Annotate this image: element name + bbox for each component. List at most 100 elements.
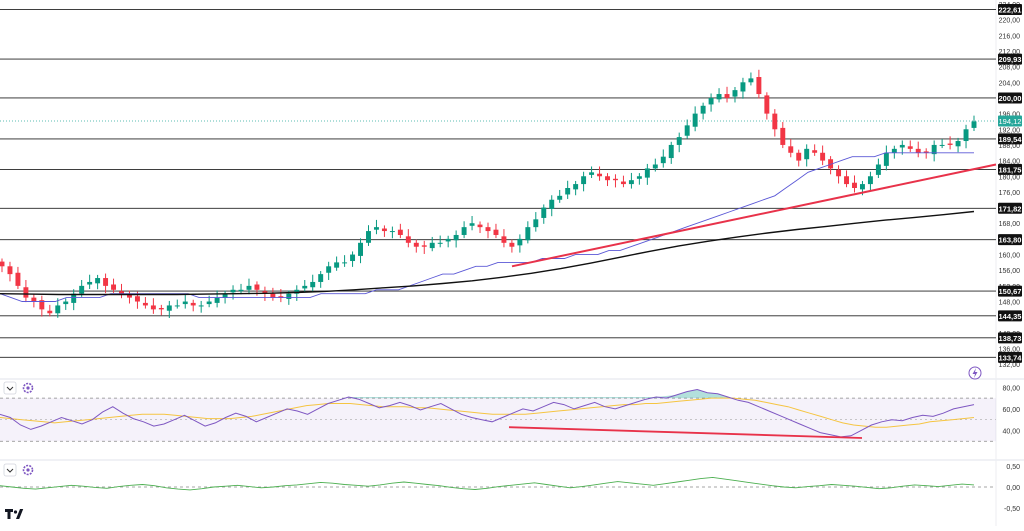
osc-tick-label: -0,50	[1004, 506, 1020, 513]
price-tick-label: 156,00	[999, 268, 1021, 275]
candle-body	[732, 90, 738, 97]
candle-body	[381, 228, 387, 232]
candle-body	[318, 274, 324, 282]
candle-body	[119, 291, 124, 294]
candle-body	[684, 125, 690, 136]
level-label: 200,00	[999, 94, 1022, 103]
candle-body	[334, 262, 340, 268]
candle-body	[501, 236, 507, 243]
oscillator-pane[interactable]	[0, 476, 996, 491]
price-tick-label: 216,00	[999, 33, 1021, 40]
candle-body	[620, 181, 626, 185]
candle-body	[796, 152, 802, 161]
candle-body	[517, 238, 523, 246]
price-pane[interactable]	[0, 8, 997, 358]
candle-body	[429, 242, 435, 249]
candle-body	[477, 224, 483, 228]
candle-body	[127, 293, 132, 298]
candle-body	[182, 301, 188, 305]
candle-body	[740, 82, 746, 92]
chart-controls	[3, 366, 982, 519]
chevron-down-icon	[6, 468, 14, 473]
candle-body	[589, 172, 595, 175]
candle-body	[772, 113, 778, 130]
alert-button[interactable]	[968, 366, 982, 380]
candle-body	[883, 152, 889, 166]
candle-body	[780, 127, 786, 145]
rsi-pane-settings-button[interactable]	[22, 382, 34, 394]
price-tick-label: 176,00	[999, 190, 1021, 197]
level-label: 209,93	[999, 55, 1022, 64]
candle-body	[875, 164, 881, 175]
candle-body	[79, 285, 85, 294]
level-label-box	[998, 3, 1022, 15]
candle-body	[0, 261, 5, 267]
candle-body	[668, 144, 674, 159]
candle-body	[931, 144, 937, 155]
last-price-box	[998, 115, 1022, 127]
candle-body	[39, 300, 45, 310]
candle-body	[111, 284, 117, 290]
gear-icon-center	[26, 468, 30, 472]
candle-body	[844, 176, 849, 185]
osc-pane-settings-button[interactable]	[22, 464, 34, 476]
candle-body	[907, 146, 913, 149]
osc-pane-collapse-button[interactable]	[3, 463, 17, 477]
candle-body	[573, 184, 579, 190]
level-label-box	[998, 234, 1022, 246]
gear-icon	[22, 464, 34, 476]
price-tick-label: 208,00	[999, 65, 1021, 72]
candle-body	[326, 266, 332, 273]
candle-body	[541, 207, 547, 218]
candle-body	[836, 169, 842, 177]
candle-body	[366, 231, 371, 243]
candle-body	[453, 234, 459, 241]
price-tick-label: 148,00	[999, 300, 1021, 307]
candle-body	[302, 285, 308, 289]
ma50-line	[0, 152, 974, 302]
rsi-tick-label: 60,00	[1002, 407, 1020, 414]
brand-logo	[5, 509, 24, 519]
price-axis[interactable]: 224,00220,00216,00212,00208,00204,00200,…	[998, 2, 1022, 513]
candle-body	[413, 242, 419, 247]
candle-body	[652, 164, 658, 169]
rsi-tick-label: 80,00	[1002, 385, 1020, 392]
candle-body	[581, 176, 587, 185]
lightning-icon	[972, 368, 978, 378]
candle-body	[437, 242, 443, 244]
price-tick-label: 160,00	[999, 253, 1021, 260]
candle-body	[597, 173, 603, 177]
candle-body	[867, 176, 873, 185]
candle-body	[238, 289, 244, 292]
rsi-divergence-line[interactable]	[508, 426, 863, 439]
candle-body	[788, 146, 794, 153]
gear-icon-center	[26, 386, 30, 390]
rsi-pane[interactable]	[0, 388, 996, 442]
osc-tick-label: 0,00	[1006, 485, 1020, 492]
candle-body	[47, 310, 53, 314]
trendline[interactable]	[511, 163, 997, 268]
candle-body	[676, 137, 682, 145]
candle-body	[748, 78, 754, 83]
candle-body	[31, 297, 37, 302]
rsi-pane-collapse-button[interactable]	[3, 381, 17, 395]
candle-body	[700, 105, 706, 114]
candle-body	[692, 113, 698, 127]
candle-body	[660, 156, 666, 164]
level-label: 189,54	[999, 135, 1023, 144]
candle-body	[469, 223, 475, 226]
osc-tick-label: 0,50	[1006, 464, 1020, 471]
candle-body	[350, 254, 356, 262]
candle-body	[254, 284, 260, 290]
candle-body	[63, 301, 69, 305]
candle-body	[636, 176, 642, 179]
candle-body	[708, 97, 714, 105]
candle-body	[565, 188, 571, 195]
price-tick-label: 220,00	[999, 18, 1021, 25]
candle-body	[310, 281, 316, 288]
rsi-line	[0, 388, 975, 438]
candle-body	[939, 144, 945, 146]
candle-body	[804, 148, 810, 160]
